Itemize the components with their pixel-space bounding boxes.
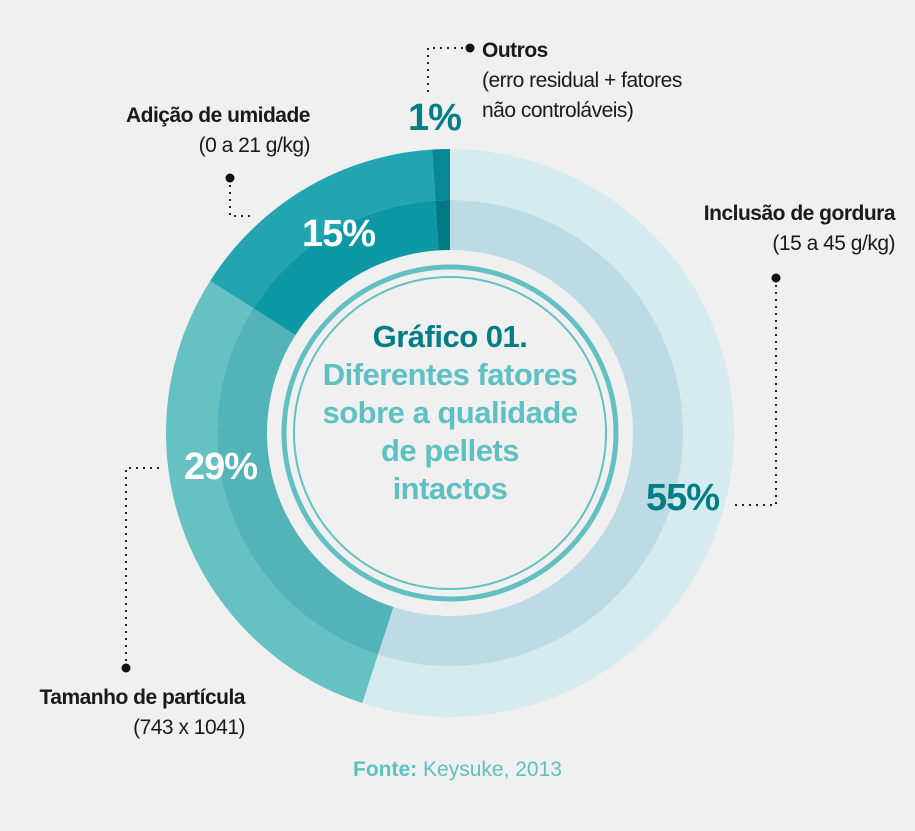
slice-outer-0 — [362, 148, 735, 717]
label-tamanho-particula: Tamanho de partícula (743 x 1041) — [39, 686, 246, 739]
slice-inner-2 — [253, 200, 439, 335]
leader-line-0 — [427, 47, 470, 92]
label-outros: Outros (erro residual + fatores não cont… — [482, 39, 682, 122]
slice-outer-1 — [165, 280, 378, 704]
slice-outer-3 — [432, 149, 450, 201]
label-inclusao-gordura: Inclusão de gordura (15 a 45 g/kg) — [703, 202, 896, 255]
chart-subtitle: Diferentes fatores sobre a qualidade de … — [322, 357, 578, 506]
leader-line-2 — [735, 278, 777, 506]
pct-outros: 1% — [408, 97, 462, 139]
chart-source: Fonte: Keysuke, 2013 — [353, 758, 562, 781]
pct-adicao-umidade: 15% — [302, 213, 376, 255]
leader-dot-1 — [225, 173, 235, 183]
label-adicao-umidade: Adição de umidade (0 a 21 g/kg) — [125, 104, 311, 157]
leader-dot-0 — [465, 43, 475, 53]
chart-title: Gráfico 01. — [372, 319, 528, 354]
slice-inner-0 — [377, 200, 684, 667]
slice-inner-1 — [216, 308, 394, 655]
slice-outer-2 — [210, 149, 436, 309]
chart-center-title: Gráfico 01. Diferentes fatores sobre a q… — [300, 318, 600, 508]
center-ring-thin — [293, 276, 607, 590]
leader-dot-2 — [771, 273, 781, 283]
center-ring-thick — [281, 264, 619, 602]
slice-inner-3 — [435, 200, 450, 251]
leader-dot-3 — [121, 663, 131, 673]
leader-line-3 — [125, 467, 160, 668]
pct-tamanho-particula: 29% — [184, 446, 258, 488]
pct-inclusao-gordura: 55% — [646, 477, 720, 519]
leader-line-1 — [229, 178, 252, 217]
